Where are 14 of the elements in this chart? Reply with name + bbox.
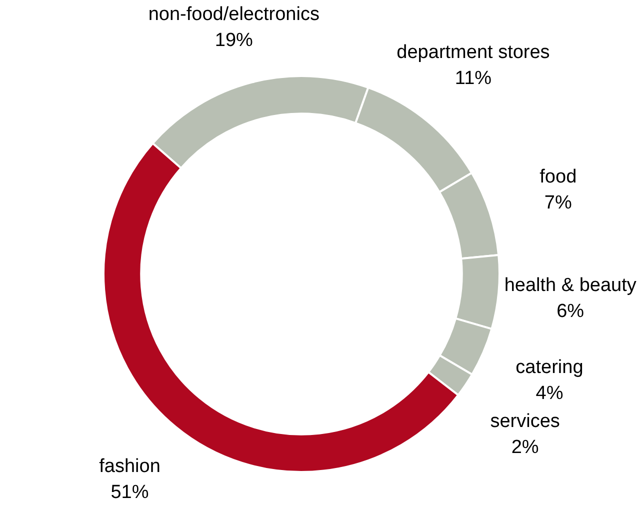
data-label: 51% bbox=[110, 482, 149, 504]
slice-label: food bbox=[540, 166, 577, 188]
data-label: 19% bbox=[214, 30, 254, 52]
data-label: 7% bbox=[544, 192, 572, 214]
slice-label: non-food/electronics bbox=[148, 4, 320, 26]
data-label: 2% bbox=[511, 437, 539, 458]
slice-label: health & beauty bbox=[504, 275, 637, 296]
slice-label: fashion bbox=[99, 456, 160, 478]
data-label: 4% bbox=[536, 383, 564, 404]
slice-label: services bbox=[490, 411, 560, 432]
data-label: 11% bbox=[454, 68, 492, 89]
data-label: 6% bbox=[556, 301, 584, 322]
slice-label: catering bbox=[516, 357, 584, 378]
slice-label: department stores bbox=[396, 42, 550, 63]
